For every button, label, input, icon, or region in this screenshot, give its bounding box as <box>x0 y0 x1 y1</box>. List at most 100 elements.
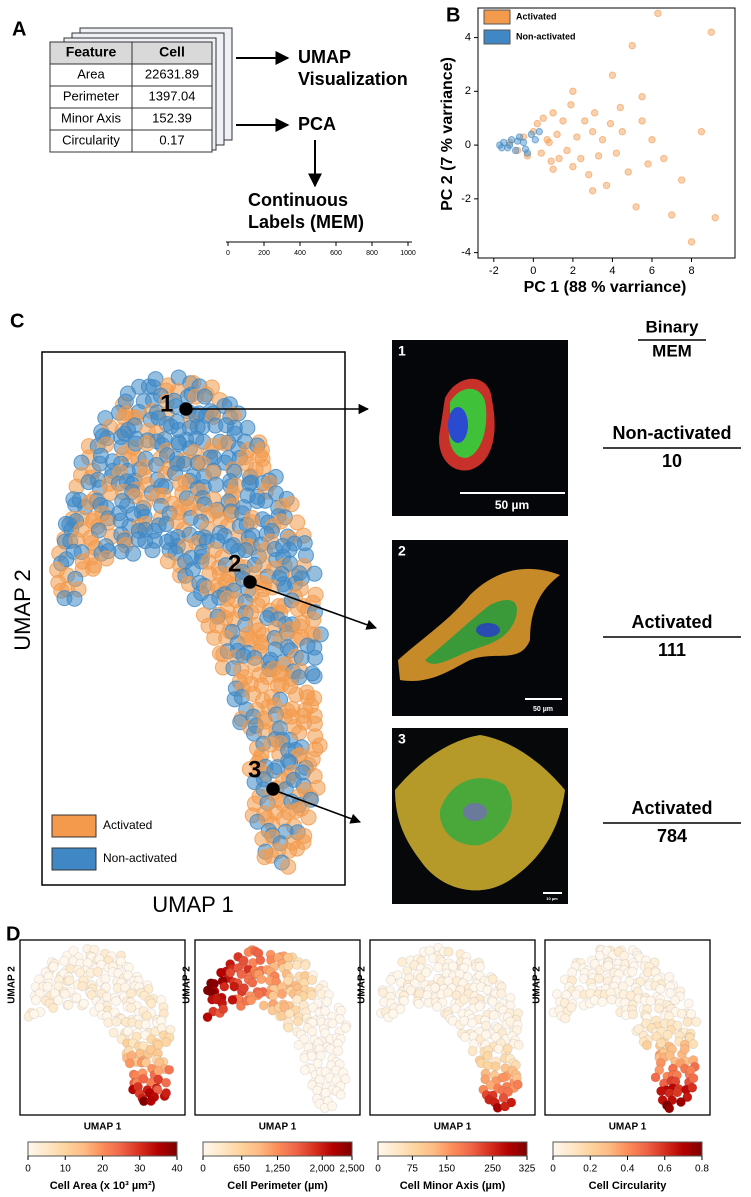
binary-label: Activated <box>631 798 712 818</box>
heatmap-point <box>490 1032 502 1043</box>
heatmap-point <box>276 988 288 1000</box>
heatmap-point <box>225 967 236 978</box>
heatmap-point <box>319 1028 331 1039</box>
scatter-point <box>638 117 646 125</box>
colorbar-tick-label: 20 <box>97 1164 109 1175</box>
heatmap-point <box>327 1018 338 1029</box>
heatmap-point <box>92 966 104 978</box>
heatmap-point <box>490 1061 501 1072</box>
heatmap-point <box>487 973 498 985</box>
table-cell: 0.17 <box>159 132 184 147</box>
umap-point <box>91 455 108 472</box>
umap-point <box>311 737 328 754</box>
scatter-point <box>654 9 662 18</box>
heatmap-point <box>78 998 90 1009</box>
point-label: 1 <box>160 390 173 417</box>
heatmap-point <box>421 967 432 978</box>
heatmap-point <box>253 988 265 1000</box>
heatmap-point <box>115 956 126 967</box>
heatmap-point <box>497 1072 508 1083</box>
heatmap-point <box>340 1022 351 1033</box>
heatmap-point <box>474 961 486 972</box>
heatmap-point <box>312 1058 323 1069</box>
heatmap-point <box>321 996 333 1007</box>
column-header: Binary <box>646 317 699 336</box>
umap-frame <box>41 351 346 886</box>
heatmap-point <box>202 1012 213 1023</box>
x-tick-label: 2 <box>570 265 576 277</box>
scatter-point <box>521 145 530 153</box>
heatmap-point <box>496 988 507 999</box>
scatter-point <box>555 154 563 163</box>
scatter-point <box>498 144 506 152</box>
heatmap-frame <box>19 939 186 1116</box>
heatmap-point <box>633 1024 644 1035</box>
heatmap-point <box>669 995 681 1006</box>
heatmap-point <box>653 1003 665 1014</box>
x-tick-label: 200 <box>258 250 270 257</box>
heatmap-point <box>688 1073 699 1084</box>
scatter-point <box>602 181 611 190</box>
umap-point <box>291 724 308 741</box>
heatmap-frame <box>369 939 536 1116</box>
x-tick-label: 0 <box>226 250 230 257</box>
panel-label: C <box>10 310 24 332</box>
umap-point <box>254 591 271 608</box>
scatter-point <box>598 136 607 144</box>
heatmap-point <box>145 1044 156 1055</box>
scatter-point <box>549 165 557 173</box>
flow-label: Labels (MEM) <box>248 212 364 232</box>
colorbar-title: Cell Area (x 10³ µm²) <box>50 1180 156 1192</box>
scatter-point <box>569 162 577 171</box>
table-stack <box>49 27 233 153</box>
umap-point <box>216 435 233 452</box>
heatmap-point <box>458 994 470 1005</box>
scatter-point <box>523 149 532 157</box>
flow-label: Continuous <box>248 190 348 210</box>
heatmap-point <box>111 1016 122 1027</box>
umap-point <box>305 611 322 628</box>
umap-point <box>243 514 260 531</box>
heatmap-point <box>682 1091 693 1103</box>
table-cell: 152.39 <box>152 110 192 125</box>
colorbar-title: Cell Minor Axis (µm) <box>400 1180 506 1192</box>
scatter-point <box>567 101 575 109</box>
scatter-point <box>707 28 715 36</box>
umap-point <box>138 435 155 452</box>
scatter-point <box>523 152 532 160</box>
colorbar-tick-label: 2,000 <box>310 1164 335 1175</box>
heatmap-point <box>462 971 473 983</box>
umap-point <box>207 476 224 493</box>
cell-image <box>392 728 568 904</box>
x-axis-label: UMAP 1 <box>609 1122 647 1133</box>
scatter-point <box>527 130 536 139</box>
mem-value: 10 <box>662 451 682 471</box>
legend-swatch <box>51 847 97 871</box>
scatter-point <box>519 138 528 147</box>
heatmap-point <box>110 995 122 1007</box>
heatmap-point <box>126 988 137 999</box>
table-cell: Area <box>77 66 105 81</box>
colorbar-tick-label: 10 <box>60 1164 72 1175</box>
legend-swatch <box>483 9 511 25</box>
heatmap-point <box>641 1040 652 1051</box>
heatmap-point <box>108 1027 119 1038</box>
heatmap-point <box>161 1077 172 1088</box>
scatter-point <box>588 187 597 195</box>
callouts <box>179 402 377 824</box>
heatmap-point <box>651 1031 662 1042</box>
heatmap-point <box>219 981 230 992</box>
umap-point <box>300 809 317 826</box>
legend-label: Activated <box>103 818 152 832</box>
heatmap-point <box>126 1002 137 1013</box>
heatmap-point <box>589 958 600 969</box>
umap-point <box>58 551 75 568</box>
heatmap-point <box>566 1002 577 1013</box>
heatmap-point <box>255 955 266 966</box>
y-tick-label: 4 <box>465 31 471 43</box>
heatmap-point <box>594 950 605 961</box>
legend-label: Non-activated <box>103 851 177 865</box>
scatter-point <box>612 149 621 157</box>
scatter-point <box>660 154 668 163</box>
